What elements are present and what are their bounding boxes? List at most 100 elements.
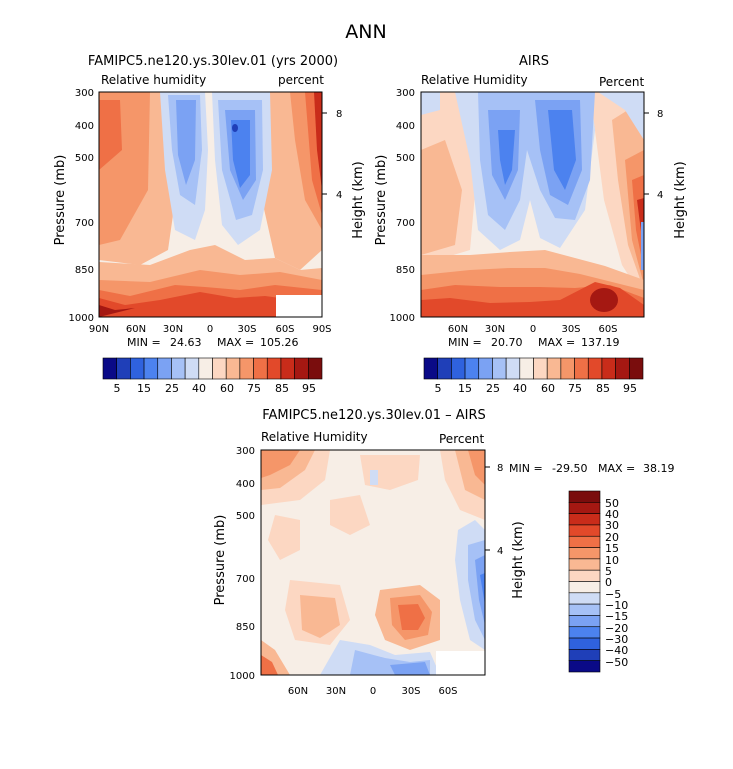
panel-model-max-value: 105.26 bbox=[260, 336, 299, 349]
panel-diff-max-label: MAX = bbox=[598, 462, 635, 475]
x-tick-label: 60S bbox=[275, 324, 294, 335]
page-title: ANN bbox=[345, 21, 386, 43]
x-tick-label: 60S bbox=[438, 686, 457, 697]
y-tick-label: 1000 bbox=[69, 313, 94, 324]
panel-diff-contour-field bbox=[261, 450, 485, 675]
x-tick-label: 0 bbox=[370, 686, 376, 697]
x-tick-label: 0 bbox=[530, 324, 536, 335]
colorbar-swatch bbox=[533, 357, 548, 380]
colorbar-swatch bbox=[568, 524, 601, 537]
colorbar-swatch bbox=[568, 490, 601, 503]
colorbar-swatch bbox=[568, 592, 601, 605]
colorbar-swatch bbox=[198, 357, 213, 380]
panel-model-frame bbox=[98, 91, 323, 318]
panel-diff-y-ticks: 300 400 500 700 850 1000 bbox=[230, 446, 255, 682]
colorbar-swatch bbox=[423, 357, 438, 380]
colorbar-tick-label: 75 bbox=[247, 382, 261, 395]
x-tick-label: 30S bbox=[561, 324, 580, 335]
colorbar-swatch bbox=[568, 615, 601, 628]
y-tick-label: 400 bbox=[236, 479, 255, 490]
colorbar-tick-label: 95 bbox=[302, 382, 316, 395]
panel-diff-min-label: MIN = bbox=[509, 462, 543, 475]
panel-model-min-value: 24.63 bbox=[170, 336, 202, 349]
colorbar-swatch bbox=[519, 357, 534, 380]
y2-tick-label: 8 bbox=[657, 109, 663, 120]
colorbar-tick-label: 10 bbox=[605, 554, 619, 567]
panel-obs: AIRS Relative Humidity Percent bbox=[374, 54, 688, 395]
colorbar-tick-label: −20 bbox=[605, 622, 628, 635]
colorbar-swatch bbox=[546, 357, 562, 380]
y2-tick-label: 8 bbox=[497, 463, 503, 474]
panel-obs-colorbar bbox=[423, 357, 644, 380]
panel-obs-frame bbox=[420, 91, 645, 318]
colorbar-swatch bbox=[629, 357, 644, 380]
y2-tick-label: 8 bbox=[336, 109, 342, 120]
y-tick-label: 500 bbox=[75, 153, 94, 164]
panel-obs-title: AIRS bbox=[519, 54, 549, 69]
panel-diff-max-value: 38.19 bbox=[643, 462, 675, 475]
panel-obs-ylabel: Pressure (mb) bbox=[374, 155, 389, 246]
colorbar-swatch bbox=[143, 357, 159, 380]
panel-model-y2label: Height (km) bbox=[351, 161, 366, 238]
x-tick-label: 90N bbox=[89, 324, 109, 335]
panel-obs-y2-ticks: 8 4 bbox=[644, 109, 663, 201]
colorbar-tick-label: −30 bbox=[605, 633, 628, 646]
colorbar-tick-label: 15 bbox=[137, 382, 151, 395]
colorbar-tick-label: −5 bbox=[605, 588, 621, 601]
x-tick-label: 60N bbox=[126, 324, 146, 335]
colorbar-swatch bbox=[212, 357, 227, 380]
colorbar-swatch bbox=[116, 357, 131, 380]
colorbar-swatch bbox=[266, 357, 282, 380]
y-tick-label: 850 bbox=[236, 622, 255, 633]
x-tick-label: 60N bbox=[288, 686, 308, 697]
colorbar-swatch bbox=[253, 357, 268, 380]
panel-obs-min-value: 20.70 bbox=[491, 336, 523, 349]
panel-diff-colorbar-ticks: 50 40 30 20 15 10 5 0 −5 −10 −15 −20 −30… bbox=[605, 497, 628, 669]
y-tick-label: 850 bbox=[75, 265, 94, 276]
panel-diff-y2-ticks: 8 4 bbox=[485, 463, 503, 557]
panel-model: FAMIPC5.ne120.ys.30lev.01 (yrs 2000) Rel… bbox=[53, 54, 366, 395]
colorbar-swatch bbox=[102, 357, 117, 380]
colorbar-swatch bbox=[437, 357, 452, 380]
colorbar-tick-label: 5 bbox=[114, 382, 121, 395]
colorbar-swatch bbox=[492, 357, 507, 380]
y-tick-label: 1000 bbox=[230, 671, 255, 682]
colorbar-tick-label: 5 bbox=[605, 565, 612, 578]
colorbar-swatch bbox=[568, 626, 601, 639]
y-tick-label: 700 bbox=[396, 218, 415, 229]
colorbar-swatch bbox=[225, 357, 241, 380]
panel-model-left-label: Relative humidity bbox=[101, 73, 206, 87]
colorbar-swatch bbox=[568, 637, 601, 650]
colorbar-swatch bbox=[568, 660, 601, 673]
panel-diff-min-value: -29.50 bbox=[552, 462, 587, 475]
colorbar-tick-label: 60 bbox=[541, 382, 555, 395]
panel-obs-left-label: Relative Humidity bbox=[421, 73, 528, 87]
panel-model-title: FAMIPC5.ne120.ys.30lev.01 (yrs 2000) bbox=[88, 54, 338, 69]
panel-model-colorbar bbox=[102, 357, 323, 380]
colorbar-swatch bbox=[464, 357, 480, 380]
colorbar-tick-label: 75 bbox=[568, 382, 582, 395]
colorbar-tick-label: 20 bbox=[605, 531, 619, 544]
y-tick-label: 300 bbox=[75, 88, 94, 99]
colorbar-swatch bbox=[568, 513, 601, 526]
colorbar-tick-label: −40 bbox=[605, 644, 628, 657]
colorbar-tick-label: 85 bbox=[275, 382, 289, 395]
colorbar-swatch bbox=[568, 535, 601, 548]
y-tick-label: 300 bbox=[396, 88, 415, 99]
panel-model-min-label: MIN = bbox=[127, 336, 161, 349]
x-tick-label: 30N bbox=[326, 686, 346, 697]
panel-obs-right-label: Percent bbox=[599, 75, 644, 89]
panel-diff-frame bbox=[260, 449, 486, 676]
panel-obs-x-ticks: 60N 30N 0 30S 60S bbox=[448, 324, 618, 335]
colorbar-tick-label: 15 bbox=[458, 382, 472, 395]
y-tick-label: 700 bbox=[75, 218, 94, 229]
colorbar-swatch bbox=[184, 357, 200, 380]
panel-diff-left-label: Relative Humidity bbox=[261, 430, 368, 444]
x-tick-label: 90S bbox=[312, 324, 331, 335]
colorbar-swatch bbox=[130, 357, 145, 380]
y-tick-label: 850 bbox=[396, 265, 415, 276]
panel-diff: FAMIPC5.ne120.ys.30lev.01 – AIRS Relativ… bbox=[213, 408, 675, 697]
panel-model-contour-field bbox=[99, 92, 322, 317]
colorbar-tick-label: 40 bbox=[513, 382, 527, 395]
colorbar-swatch bbox=[574, 357, 589, 380]
